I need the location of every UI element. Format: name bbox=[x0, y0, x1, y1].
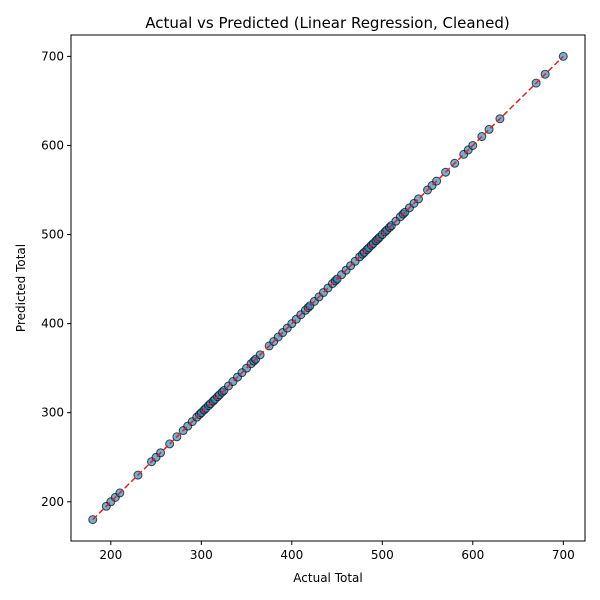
x-axis-label: Actual Total bbox=[293, 571, 362, 585]
reference-line bbox=[92, 55, 564, 521]
plot-area bbox=[88, 51, 568, 525]
x-axis: 200 300 400 500 600 700 bbox=[99, 541, 575, 562]
y-tick-label: 700 bbox=[41, 49, 64, 63]
x-tick-label: 500 bbox=[371, 548, 394, 562]
y-tick-label: 500 bbox=[41, 228, 64, 242]
x-tick-label: 700 bbox=[552, 548, 575, 562]
y-tick-label: 200 bbox=[41, 495, 64, 509]
x-tick-label: 200 bbox=[99, 548, 122, 562]
y-axis-label: Predicted Total bbox=[14, 244, 28, 332]
y-tick-label: 300 bbox=[41, 406, 64, 420]
plot-frame bbox=[70, 34, 586, 542]
x-tick-label: 300 bbox=[190, 548, 213, 562]
y-axis: 200 300 400 500 600 700 bbox=[41, 49, 71, 509]
x-tick-label: 600 bbox=[461, 548, 484, 562]
y-tick-label: 400 bbox=[41, 317, 64, 331]
x-tick-label: 400 bbox=[280, 548, 303, 562]
y-tick-label: 600 bbox=[41, 138, 64, 152]
chart-title: Actual vs Predicted (Linear Regression, … bbox=[145, 14, 509, 32]
